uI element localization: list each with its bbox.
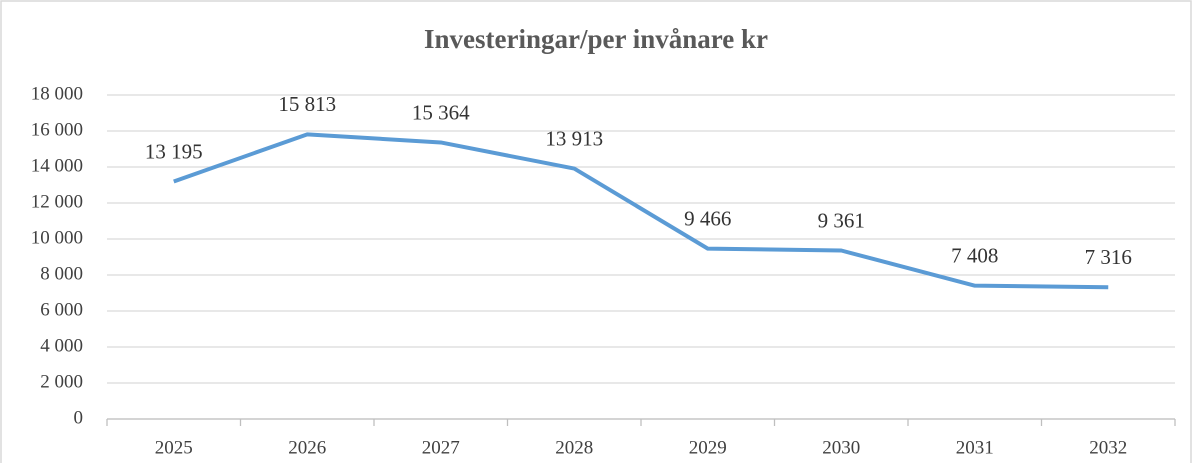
x-tick-label: 2031 bbox=[956, 437, 994, 458]
data-label: 9 466 bbox=[684, 206, 731, 230]
x-tick-label: 2028 bbox=[555, 437, 593, 458]
data-label: 13 913 bbox=[545, 126, 603, 150]
data-label: 15 364 bbox=[412, 100, 470, 124]
x-tick-label: 2025 bbox=[155, 437, 193, 458]
y-tick-label: 12 000 bbox=[31, 191, 83, 212]
data-label: 13 195 bbox=[145, 139, 203, 163]
y-tick-label: 18 000 bbox=[31, 83, 83, 104]
x-tick-label: 2026 bbox=[288, 437, 326, 458]
data-label: 9 361 bbox=[818, 208, 865, 232]
data-label: 15 813 bbox=[278, 92, 336, 116]
x-tick-label: 2027 bbox=[422, 437, 460, 458]
chart-title: Investeringar/per invånare kr bbox=[424, 24, 768, 54]
y-tick-label: 0 bbox=[74, 407, 84, 428]
y-tick-label: 16 000 bbox=[31, 119, 83, 140]
x-tick-label: 2029 bbox=[689, 437, 727, 458]
data-line bbox=[173, 132, 1109, 290]
y-tick-label: 6 000 bbox=[40, 299, 83, 320]
y-tick-label: 2 000 bbox=[40, 371, 83, 392]
x-tick-label: 2032 bbox=[1089, 437, 1127, 458]
y-tick-label: 4 000 bbox=[40, 335, 83, 356]
data-label: 7 408 bbox=[951, 243, 998, 267]
y-tick-label: 10 000 bbox=[31, 227, 83, 248]
y-tick-label: 14 000 bbox=[31, 155, 83, 176]
data-label: 7 316 bbox=[1085, 245, 1132, 269]
x-tick-label: 2030 bbox=[822, 437, 860, 458]
y-tick-label: 8 000 bbox=[40, 263, 83, 284]
